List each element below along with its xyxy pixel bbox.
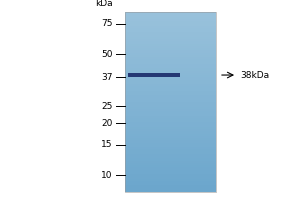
Bar <box>124 28 216 30</box>
Bar <box>124 25 216 28</box>
Bar <box>124 68 216 71</box>
Bar <box>124 104 216 106</box>
Text: 20: 20 <box>101 119 112 128</box>
Bar <box>124 142 216 145</box>
Bar <box>124 66 216 68</box>
Bar <box>124 154 216 156</box>
Bar <box>124 62 216 64</box>
Bar <box>124 84 216 86</box>
Bar <box>124 109 216 111</box>
Bar <box>124 134 216 136</box>
Bar <box>124 136 216 138</box>
Bar <box>124 86 216 88</box>
Text: 37: 37 <box>101 73 112 82</box>
Bar <box>124 124 216 127</box>
Bar <box>124 163 216 165</box>
Bar <box>124 174 216 176</box>
Bar <box>124 52 216 55</box>
Bar <box>124 106 216 109</box>
Bar <box>124 50 216 52</box>
Text: 10: 10 <box>101 171 112 180</box>
Text: kDa: kDa <box>95 0 112 8</box>
Bar <box>124 75 216 77</box>
Bar <box>124 44 216 46</box>
Bar <box>124 138 216 140</box>
Text: 38kDa: 38kDa <box>240 71 269 80</box>
Bar <box>124 37 216 39</box>
Bar <box>128 73 180 77</box>
Text: 75: 75 <box>101 19 112 28</box>
Text: 25: 25 <box>101 102 112 111</box>
Bar <box>124 127 216 129</box>
Bar <box>124 30 216 32</box>
Bar <box>124 188 216 190</box>
Bar <box>124 165 216 167</box>
Bar <box>124 131 216 134</box>
Bar <box>124 102 216 104</box>
Bar <box>124 64 216 66</box>
Bar <box>124 82 216 84</box>
Bar <box>124 77 216 79</box>
Bar <box>124 95 216 98</box>
Bar <box>124 149 216 152</box>
Bar <box>124 167 216 170</box>
Bar <box>124 17 216 19</box>
Bar <box>124 71 216 73</box>
Bar <box>124 55 216 57</box>
Bar <box>124 185 216 188</box>
Bar <box>124 32 216 34</box>
Bar <box>124 14 216 17</box>
Bar <box>124 34 216 37</box>
Bar <box>124 79 216 82</box>
Bar <box>124 183 216 185</box>
Bar <box>124 57 216 59</box>
Bar <box>124 122 216 124</box>
Bar <box>124 140 216 142</box>
Bar <box>124 19 216 21</box>
Bar <box>124 170 216 172</box>
Bar <box>124 120 216 122</box>
Bar <box>124 176 216 178</box>
Bar <box>124 145 216 147</box>
Bar <box>124 100 216 102</box>
Bar <box>124 190 216 192</box>
Bar <box>124 23 216 25</box>
Bar <box>124 88 216 91</box>
Bar <box>124 91 216 93</box>
Bar <box>124 46 216 48</box>
Bar <box>124 160 216 163</box>
Text: 15: 15 <box>101 140 112 149</box>
Bar <box>124 118 216 120</box>
Bar <box>124 48 216 50</box>
Bar <box>124 172 216 174</box>
Bar <box>124 21 216 23</box>
Bar <box>124 152 216 154</box>
Bar <box>124 156 216 158</box>
Bar <box>124 41 216 44</box>
Bar <box>124 113 216 116</box>
Text: 50: 50 <box>101 50 112 59</box>
Bar <box>124 116 216 118</box>
Bar <box>124 158 216 160</box>
Bar <box>124 93 216 95</box>
Bar <box>124 181 216 183</box>
Bar <box>124 39 216 41</box>
Bar <box>124 147 216 149</box>
Bar <box>124 12 216 192</box>
Bar <box>124 73 216 75</box>
Bar <box>124 12 216 14</box>
Bar <box>124 178 216 181</box>
Bar <box>124 98 216 100</box>
Bar <box>124 111 216 113</box>
Bar <box>124 129 216 131</box>
Bar <box>124 59 216 62</box>
